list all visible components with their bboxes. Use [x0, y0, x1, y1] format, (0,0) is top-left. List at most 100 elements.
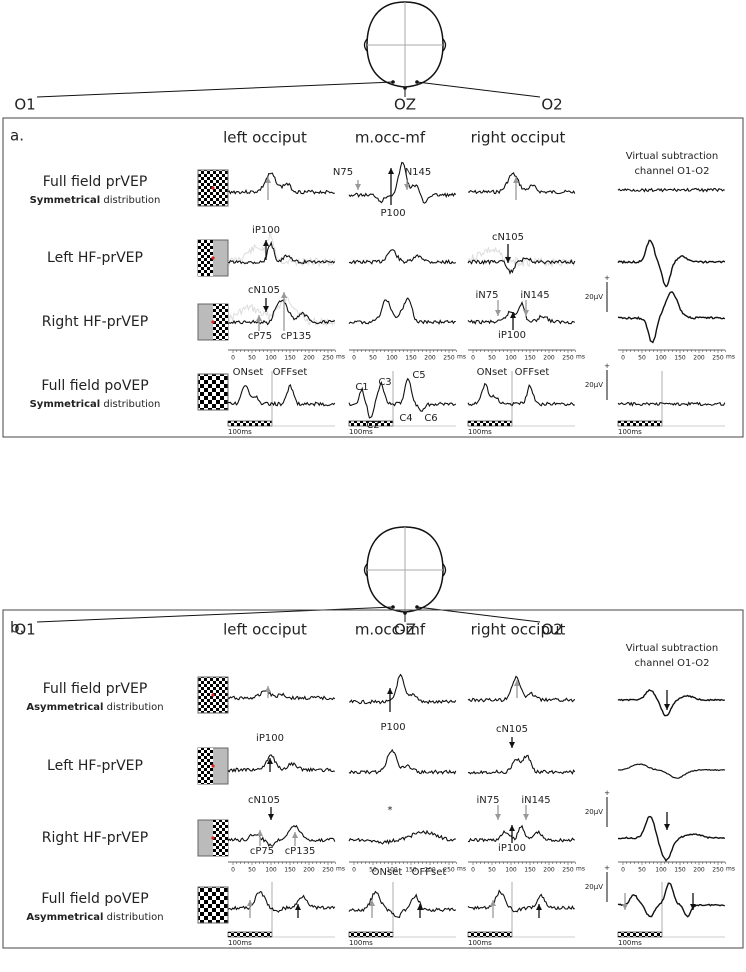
panel-frame	[2, 609, 744, 949]
waveform	[348, 890, 457, 919]
time-tick-label: 200	[424, 355, 436, 362]
time-unit: ms	[576, 354, 585, 361]
arrow-head	[268, 814, 274, 820]
time-unit: ms	[576, 866, 585, 873]
time-tick-label: 50	[369, 355, 377, 362]
waveform	[467, 257, 576, 275]
time-tick-label: 0	[621, 867, 625, 874]
annotation: C4	[399, 413, 412, 424]
arrow-head	[523, 814, 529, 820]
time-tick-label: 150	[674, 355, 686, 362]
waveform	[227, 299, 336, 326]
arrow-head	[509, 742, 515, 748]
annotation: cN105	[492, 232, 524, 243]
time-unit: ms	[457, 866, 466, 873]
waveform	[348, 673, 457, 705]
fixation	[211, 320, 215, 324]
arrow-head	[509, 825, 515, 831]
annotation: cN105	[496, 724, 528, 735]
amp-scale-label: 20µV	[585, 293, 603, 301]
annotation: cP135	[285, 846, 316, 857]
time-tick-label: 50	[369, 867, 377, 874]
row-title: Left HF-prVEP	[47, 250, 143, 266]
arrow-head	[536, 904, 542, 910]
annotation: C3	[378, 377, 391, 388]
annotation: iN145	[520, 290, 549, 301]
panel-label: a.	[10, 127, 24, 145]
amp-scale-label: 20µV	[585, 381, 603, 389]
time-tick-label: 50	[638, 867, 646, 874]
annotation: iN75	[476, 290, 499, 301]
polarity: +	[604, 789, 610, 797]
time-tick-label: 200	[693, 355, 705, 362]
stimulus-half	[198, 240, 213, 276]
distribution-word: distribution	[107, 702, 164, 713]
annotation: iP100	[256, 733, 284, 744]
time-tick-label: 50	[638, 355, 646, 362]
time-tick-label: 100	[265, 355, 277, 362]
electrode-label: O2	[541, 621, 562, 639]
distribution-kind: Symmetrical	[30, 195, 101, 206]
annotation: cP75	[250, 846, 274, 857]
time-tick-label: 250	[712, 867, 724, 874]
time-unit: ms	[726, 866, 735, 873]
time-tick-label: 200	[543, 867, 555, 874]
amp-scale-label: 20µV	[585, 808, 603, 816]
virtual-header: channel O1-O2	[634, 166, 709, 177]
amp-scale-label: 20µV	[585, 883, 603, 891]
stimulus-label: 100ms	[349, 939, 373, 947]
time-tick-label: 250	[443, 355, 455, 362]
time-tick-label: 150	[284, 355, 296, 362]
time-tick-label: 250	[443, 867, 455, 874]
row-subtitle: Asymmetrical distribution	[26, 702, 163, 713]
arrow-head	[514, 680, 520, 686]
time-tick-label: 100	[386, 867, 398, 874]
polarity: +	[604, 864, 610, 872]
distribution-word: distribution	[107, 912, 164, 923]
annotation: OFFset	[515, 367, 550, 378]
arrow-head	[355, 184, 361, 190]
waveform	[467, 300, 576, 325]
electrode-label: OZ	[394, 96, 416, 114]
time-tick-label: 150	[524, 867, 536, 874]
waveform	[617, 882, 725, 918]
arrow-head	[247, 900, 253, 906]
arrow-head	[387, 688, 393, 694]
arrow-head	[265, 177, 271, 183]
time-tick-label: 250	[712, 355, 724, 362]
annotation: iP100	[498, 843, 526, 854]
stimulus-bar	[348, 931, 394, 938]
stimulus-label: 100ms	[468, 939, 492, 947]
annotation: cN105	[248, 285, 280, 296]
arrow-head	[257, 830, 263, 836]
time-unit: ms	[336, 866, 345, 873]
waveform	[227, 172, 335, 195]
arrow-head	[295, 904, 301, 910]
ear	[363, 38, 447, 52]
electrode-label: O2	[541, 96, 562, 114]
waveform	[617, 291, 726, 344]
waveform	[348, 829, 456, 845]
stimulus-label: 100ms	[468, 428, 492, 436]
time-tick-label: 250	[562, 355, 574, 362]
stimulus-half	[213, 304, 228, 340]
time-tick-label: 0	[471, 355, 475, 362]
electrode-label: O1	[14, 621, 35, 639]
time-tick-label: 150	[674, 867, 686, 874]
annotation: N145	[405, 167, 432, 178]
annotation: iN145	[521, 795, 550, 806]
time-tick-label: 200	[693, 867, 705, 874]
distribution-kind: Asymmetrical	[26, 702, 103, 713]
arrow-head	[690, 904, 696, 910]
row-subtitle: Symmetrical distribution	[30, 195, 161, 206]
time-tick-label: 200	[303, 355, 315, 362]
time-unit: ms	[336, 354, 345, 361]
annotation: cN105	[248, 795, 280, 806]
waveform	[467, 675, 576, 703]
waveform	[467, 172, 576, 195]
waveform	[617, 763, 726, 779]
time-tick-label: 100	[655, 355, 667, 362]
annotation: C6	[424, 413, 437, 424]
arrow-head	[263, 240, 269, 246]
